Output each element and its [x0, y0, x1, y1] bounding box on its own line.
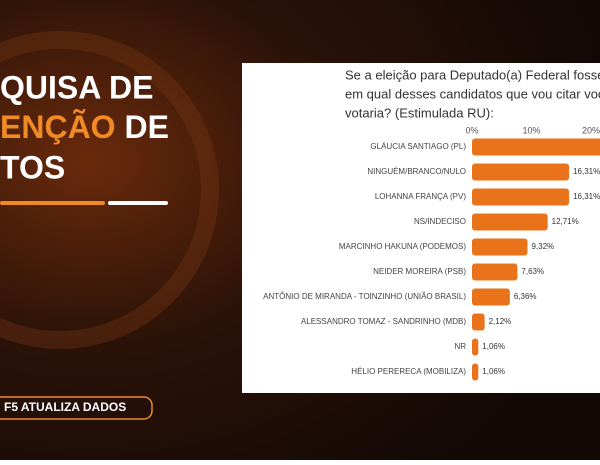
bar	[472, 163, 570, 181]
y-tick-label: GLÁUCIA SANTIAGO (PL)	[370, 142, 466, 151]
value-label: 9,32%	[531, 242, 554, 251]
value-label: 12,71%	[552, 217, 579, 226]
value-label: 16,31%	[573, 192, 600, 201]
chart-title: Se a eleição para Deputado(a) Federal fo…	[345, 67, 600, 82]
chart-title: em qual desses candidatos que vou citar …	[345, 86, 600, 101]
badge-text: F5 ATUALIZA DADOS	[4, 400, 126, 414]
value-label: 6,36%	[514, 292, 537, 301]
bar	[472, 238, 528, 256]
bar	[472, 338, 479, 356]
y-tick-label: HÉLIO PERERECA (MOBILIZA)	[351, 367, 466, 376]
value-label: 2,12%	[489, 317, 512, 326]
value-label: 1,06%	[482, 342, 505, 351]
value-label: 16,31%	[573, 167, 600, 176]
x-tick-label: 10%	[523, 125, 541, 135]
y-tick-label: NR	[454, 342, 466, 351]
divider	[108, 201, 168, 205]
y-tick-label: ALESSANDRO TOMAZ - SANDRINHO (MDB)	[301, 317, 466, 326]
headline: QUISA DE	[0, 69, 154, 105]
decor	[0, 31, 219, 349]
bar	[472, 313, 485, 331]
value-label: 7,63%	[521, 267, 544, 276]
x-tick-label: 20%	[582, 125, 600, 135]
value-label: 1,06%	[482, 367, 505, 376]
chart-title: votaria? (Estimulada RU):	[345, 105, 494, 120]
bar	[472, 363, 479, 381]
y-tick-label: MARCINHO HAKUNA (PODEMOS)	[339, 242, 466, 251]
headline: DE	[124, 109, 168, 145]
y-tick-label: NINGUÉM/BRANCO/NULO	[367, 167, 466, 176]
x-tick-label: 0%	[465, 125, 478, 135]
divider	[0, 201, 105, 205]
y-tick-label: NEIDER MOREIRA (PSB)	[373, 267, 466, 276]
headline: TOS	[0, 149, 65, 185]
y-tick-label: LOHANNA FRANÇA (PV)	[375, 192, 466, 201]
headline: ENÇÃO DE	[0, 109, 169, 145]
bar	[472, 188, 570, 206]
bar	[472, 288, 510, 306]
chart: Se a eleição para Deputado(a) Federal fo…	[263, 67, 600, 381]
bar	[472, 213, 548, 231]
y-tick-label: ANTÔNIO DE MIRANDA - TOINZINHO (UNIÃO BR…	[263, 292, 466, 301]
bar	[472, 263, 518, 281]
badge	[0, 396, 153, 420]
bar	[472, 138, 600, 156]
y-tick-label: NS/INDECISO	[414, 217, 466, 226]
headline-highlight: ENÇÃO	[0, 109, 116, 145]
